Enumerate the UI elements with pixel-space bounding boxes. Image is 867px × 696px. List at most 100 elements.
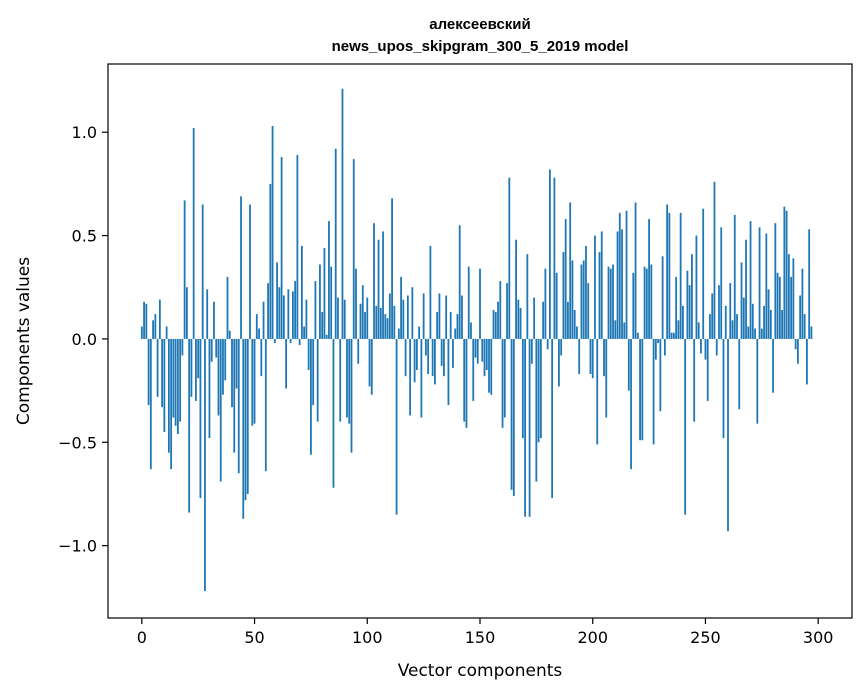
- bar: [605, 338, 608, 418]
- bar: [616, 231, 619, 339]
- bar: [176, 338, 179, 435]
- bar: [267, 283, 269, 339]
- bar: [569, 202, 572, 339]
- bar: [298, 338, 301, 346]
- bar: [255, 314, 258, 339]
- bar: [368, 338, 371, 387]
- bar: [242, 338, 245, 519]
- bar: [352, 159, 355, 339]
- bar: [364, 312, 366, 339]
- x-tick-label: 100: [352, 628, 383, 647]
- bar: [654, 338, 657, 360]
- bar: [670, 332, 673, 339]
- bar: [783, 206, 786, 339]
- bar: [492, 309, 495, 339]
- bar: [467, 266, 470, 339]
- bar: [645, 268, 648, 339]
- bar: [188, 338, 191, 513]
- bar: [720, 227, 723, 339]
- bar: [208, 338, 211, 439]
- bar: [548, 169, 551, 339]
- bar: [582, 260, 585, 339]
- bar: [145, 303, 148, 339]
- bar: [186, 287, 188, 339]
- bar: [623, 322, 626, 339]
- bar: [348, 338, 351, 424]
- bar: [206, 289, 209, 339]
- bar: [733, 214, 736, 339]
- bar: [233, 338, 236, 453]
- bar: [411, 287, 414, 339]
- bar: [666, 204, 669, 339]
- bar: [276, 262, 278, 339]
- bar: [454, 328, 457, 339]
- bar: [357, 338, 360, 364]
- bar: [440, 338, 443, 366]
- bar: [682, 305, 684, 339]
- bar: [172, 338, 175, 418]
- bar: [639, 338, 641, 441]
- bar: [280, 157, 283, 339]
- bar: [544, 268, 547, 339]
- bar: [718, 285, 720, 339]
- bar: [643, 266, 646, 339]
- bar: [400, 276, 402, 339]
- bar: [167, 338, 170, 453]
- bar: [361, 285, 364, 339]
- bar: [406, 295, 409, 339]
- bar: [246, 338, 249, 494]
- bar: [264, 338, 267, 472]
- bar: [571, 260, 574, 339]
- bar: [686, 270, 689, 339]
- bar: [589, 338, 592, 375]
- bar: [179, 338, 182, 422]
- bar: [163, 338, 166, 432]
- bar: [393, 305, 396, 339]
- bar: [319, 264, 321, 339]
- bar: [199, 338, 202, 499]
- bar: [799, 295, 802, 339]
- x-tick-label: 0: [137, 628, 147, 647]
- bar: [418, 326, 421, 339]
- bar: [474, 338, 477, 358]
- bar: [749, 221, 752, 339]
- bar: [618, 212, 621, 339]
- bar: [481, 338, 484, 362]
- bar: [210, 338, 213, 362]
- bar: [328, 221, 330, 339]
- bar: [443, 338, 445, 377]
- bar: [679, 212, 682, 339]
- bar: [366, 297, 369, 339]
- bar: [792, 258, 795, 339]
- bar: [810, 326, 813, 339]
- bar: [636, 332, 639, 339]
- bar: [652, 338, 655, 445]
- bar: [709, 314, 711, 339]
- y-tick-label: 0.5: [72, 227, 97, 246]
- bar: [386, 318, 389, 339]
- bar: [235, 338, 238, 389]
- bar: [528, 338, 531, 517]
- bar: [564, 219, 567, 339]
- bar: [517, 299, 520, 339]
- bar: [760, 328, 763, 339]
- bar: [397, 328, 400, 339]
- bar: [512, 338, 515, 497]
- bar: [684, 338, 687, 515]
- y-tick-label: −1.0: [58, 537, 97, 556]
- bar: [521, 338, 524, 439]
- bar: [801, 268, 804, 339]
- bar: [632, 272, 635, 339]
- bar: [607, 266, 610, 339]
- bar: [742, 297, 745, 339]
- bar: [424, 338, 427, 356]
- bar: [195, 338, 197, 401]
- bar: [630, 338, 632, 470]
- bar: [375, 305, 378, 339]
- bar: [688, 285, 691, 339]
- bar: [251, 338, 254, 426]
- y-tick-label: −0.5: [58, 433, 97, 452]
- bar: [181, 338, 184, 356]
- bar: [429, 245, 432, 339]
- bar: [621, 229, 623, 339]
